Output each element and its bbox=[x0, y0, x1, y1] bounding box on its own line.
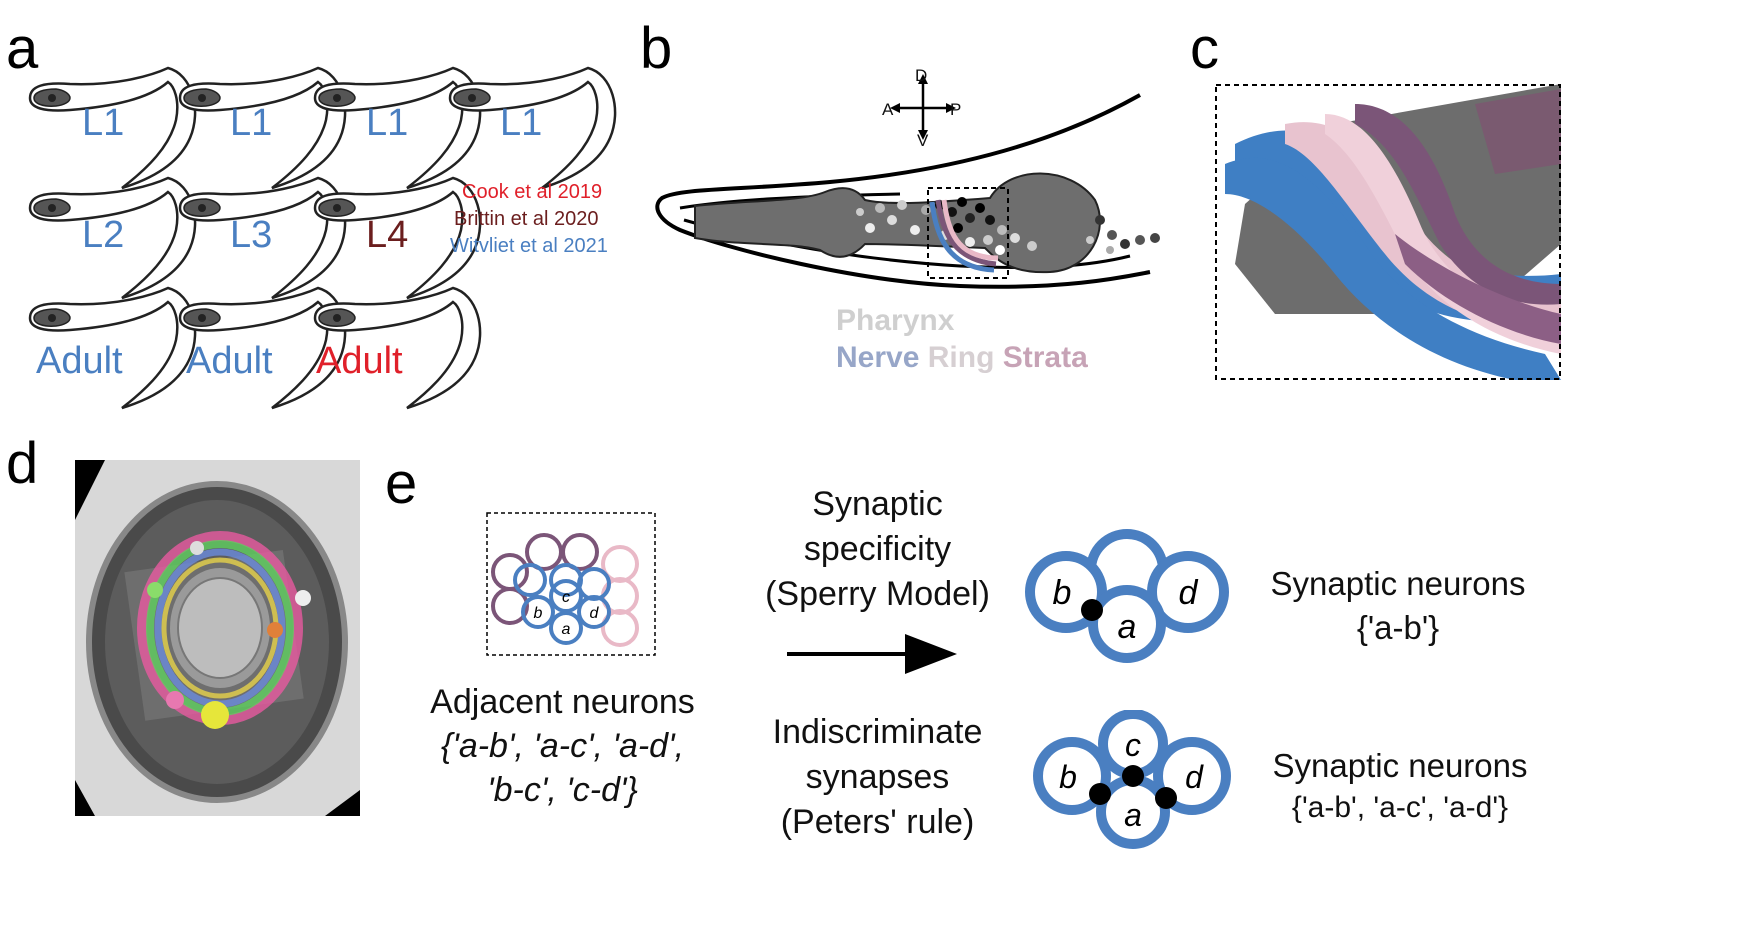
adjacent-title: Adjacent neurons bbox=[430, 683, 695, 721]
legend-ring: Ring bbox=[927, 341, 995, 374]
cluster-label-c: c bbox=[562, 589, 570, 606]
worm-label: L1 bbox=[230, 102, 273, 144]
result-top-line1: Synaptic neurons bbox=[1270, 565, 1526, 602]
panel-letter-d: d bbox=[6, 431, 39, 496]
node-label-a: a bbox=[1124, 797, 1142, 833]
worm-label: Adult bbox=[316, 340, 403, 382]
panel-letter-e: e bbox=[385, 451, 418, 516]
peters-line1: Indiscriminate bbox=[772, 713, 983, 751]
legend-strata: Strata bbox=[1002, 341, 1088, 374]
neuron-dots bbox=[856, 197, 1160, 255]
pharynx-diagram bbox=[655, 74, 1160, 289]
worm-label: L4 bbox=[366, 214, 409, 256]
node-label-d: d bbox=[1179, 574, 1199, 612]
worm-label: L2 bbox=[82, 214, 125, 256]
panel-letter-a: a bbox=[6, 16, 39, 81]
reference-witvliet: Witvliet et al 2021 bbox=[450, 235, 608, 257]
axis-label-ventral: V bbox=[917, 131, 929, 150]
sperry-synapse-diagram: b d a bbox=[1025, 529, 1229, 663]
sperry-line2: specificity bbox=[803, 530, 952, 568]
result-bottom-line2: {'a-b', 'a-c', 'a-d'} bbox=[1291, 791, 1509, 824]
adjacent-set-line2: 'b-c', 'c-d'} bbox=[487, 771, 638, 809]
cluster-label-d: d bbox=[590, 605, 600, 622]
em-cross-section bbox=[75, 460, 360, 816]
panel-letter-c: c bbox=[1190, 16, 1219, 81]
sperry-line1: Synaptic bbox=[812, 485, 943, 523]
panel-letter-b: b bbox=[640, 16, 673, 81]
node-label-a: a bbox=[1118, 608, 1137, 646]
worm-body-outline bbox=[655, 93, 1151, 289]
axis-label-anterior: A bbox=[882, 100, 894, 119]
result-top-line2: {'a-b'} bbox=[1356, 609, 1440, 646]
worm-label: L3 bbox=[230, 214, 273, 256]
worm-label: L1 bbox=[82, 102, 125, 144]
peters-synapse-diagram: c b d a bbox=[1033, 710, 1231, 849]
legend-nerve: Nerve bbox=[836, 341, 920, 374]
result-bottom-line1: Synaptic neurons bbox=[1272, 747, 1528, 784]
peters-line2: synapses bbox=[805, 758, 950, 796]
adjacent-set-line1: {'a-b', 'a-c', 'a-d', bbox=[440, 727, 685, 765]
node-label-c: c bbox=[1125, 727, 1141, 763]
zoom-box bbox=[927, 187, 1009, 279]
cluster-label-a: a bbox=[562, 621, 571, 638]
axes-cross bbox=[890, 74, 956, 140]
worm-label: L1 bbox=[366, 102, 409, 144]
peters-line3: (Peters' rule) bbox=[780, 803, 975, 841]
worm-label: Adult bbox=[36, 340, 123, 382]
axis-label-posterior: P bbox=[950, 100, 962, 119]
reference-brittin: Brittin et al 2020 bbox=[454, 208, 599, 230]
legend-nerve-ring-strata: Nerve Ring Strata bbox=[836, 340, 1088, 376]
axis-label-dorsal: D bbox=[915, 66, 928, 85]
node-label-b: b bbox=[1059, 759, 1077, 795]
sperry-line3: (Sperry Model) bbox=[765, 575, 990, 613]
legend-pharynx: Pharynx bbox=[836, 304, 955, 337]
worm-label: Adult bbox=[186, 340, 273, 382]
worm-label: L1 bbox=[500, 102, 543, 144]
node-label-d: d bbox=[1185, 759, 1204, 795]
reference-cook: Cook et al 2019 bbox=[462, 181, 603, 203]
node-label-b: b bbox=[1053, 574, 1072, 612]
nerve-ring-render bbox=[1215, 84, 1561, 380]
cluster-label-b: b bbox=[534, 605, 543, 622]
arrow-right-icon bbox=[787, 634, 957, 674]
adjacency-cluster: c b d a bbox=[486, 512, 656, 656]
